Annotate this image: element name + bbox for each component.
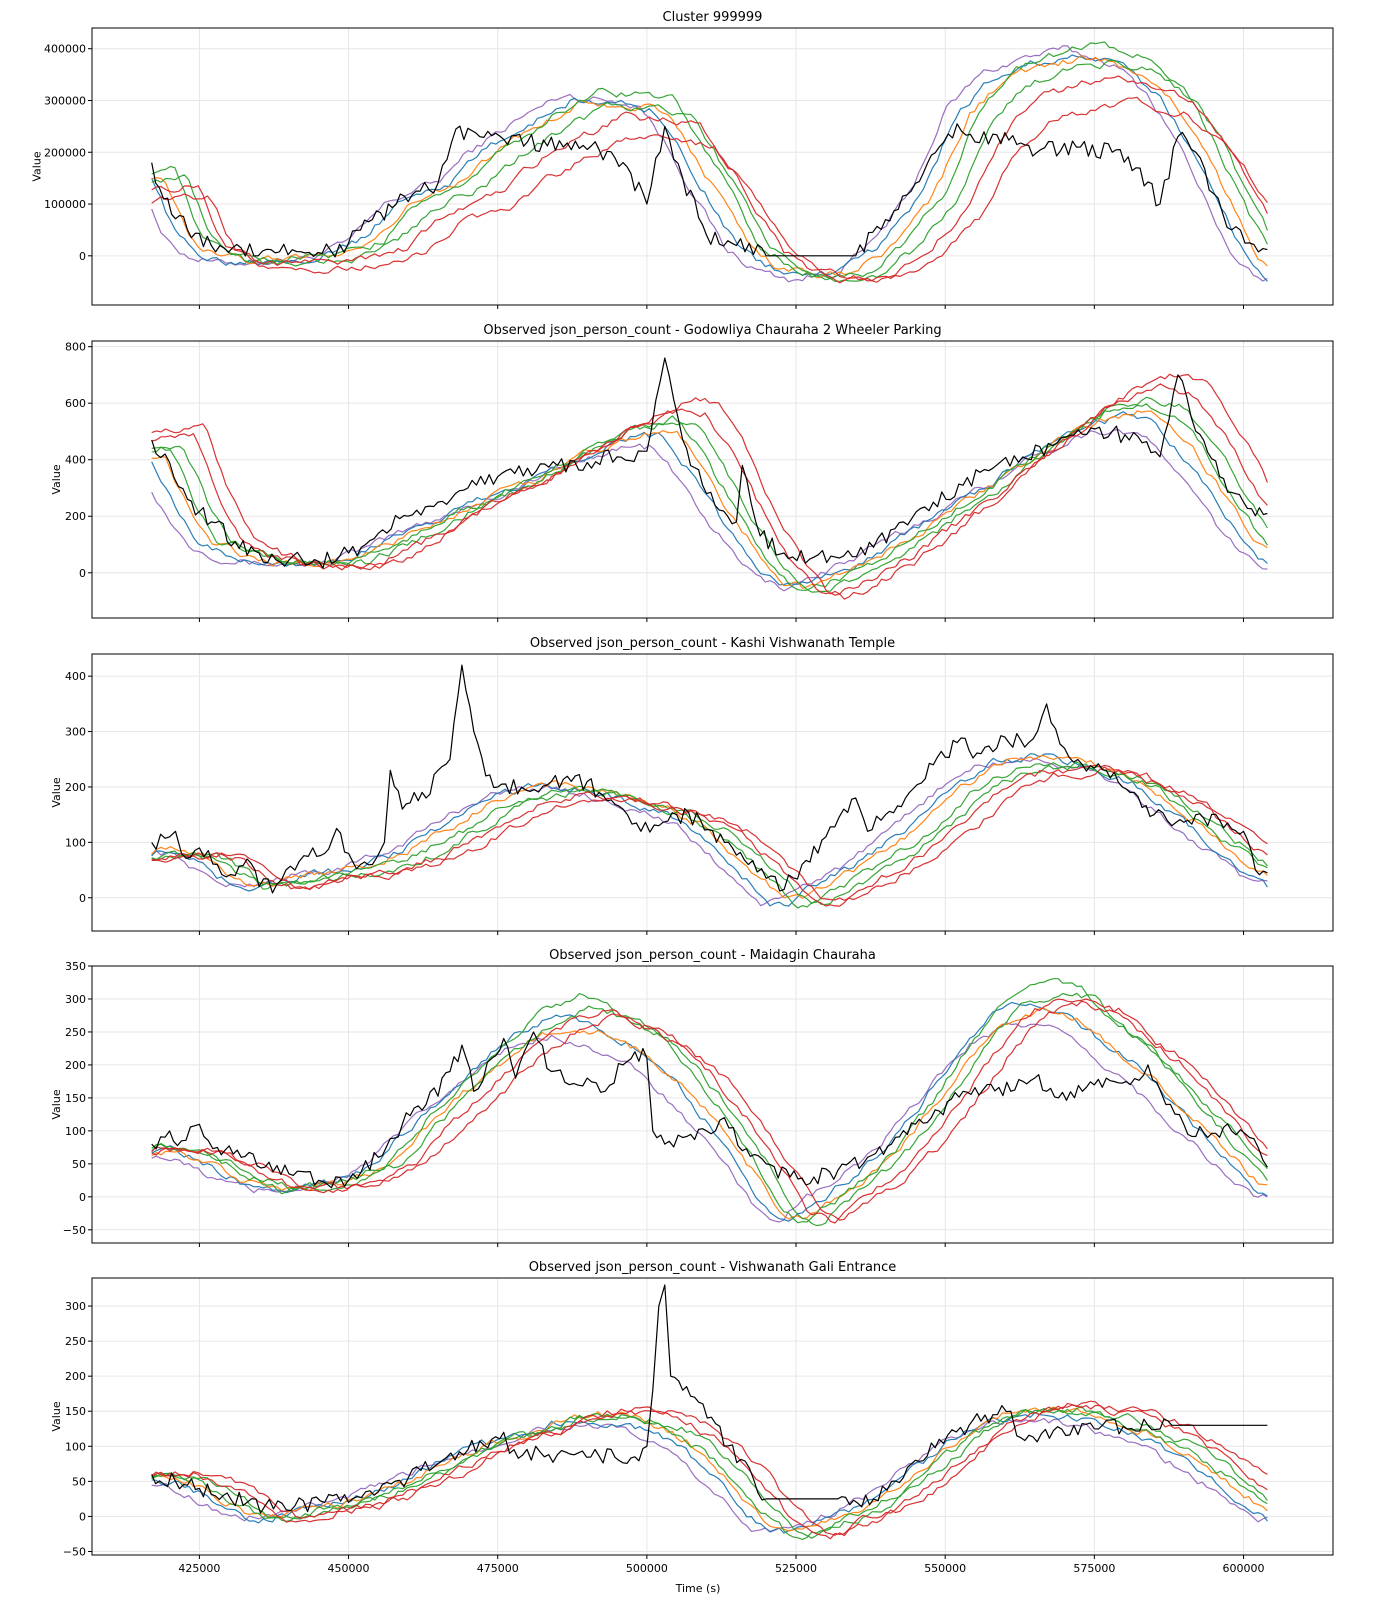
x-tick-label: 425000 bbox=[178, 1562, 220, 1575]
x-tick-label: 550000 bbox=[924, 1562, 966, 1575]
x-tick-label: 575000 bbox=[1073, 1562, 1115, 1575]
forecast-series-line bbox=[151, 761, 1268, 906]
y-tick-label: 300 bbox=[65, 993, 86, 1006]
y-tick-label: 200 bbox=[65, 781, 86, 794]
y-tick-label: 0 bbox=[79, 1191, 86, 1204]
forecast-series-line bbox=[151, 75, 1268, 283]
y-tick-label: 400 bbox=[65, 454, 86, 467]
y-tick-label: 100000 bbox=[44, 198, 86, 211]
y-tick-label: 400000 bbox=[44, 43, 86, 56]
y-tick-label: 600 bbox=[65, 397, 86, 410]
forecast-series-line bbox=[151, 403, 1268, 591]
panel-title: Observed json_person_count - Kashi Vishw… bbox=[530, 636, 895, 651]
forecast-series-line bbox=[151, 1022, 1268, 1223]
y-tick-label: 150 bbox=[65, 1092, 86, 1105]
forecast-series-line bbox=[151, 757, 1268, 907]
x-axis-label: Time (s) bbox=[675, 1582, 721, 1595]
y-tick-label: 0 bbox=[79, 567, 86, 580]
y-tick-label: 0 bbox=[79, 892, 86, 905]
forecast-series-line bbox=[151, 54, 1268, 282]
y-tick-label: 300 bbox=[65, 1300, 86, 1313]
axes-frame bbox=[91, 1277, 1334, 1556]
forecast-series-line bbox=[151, 1400, 1268, 1537]
y-tick-label: 250 bbox=[65, 1026, 86, 1039]
panel-title: Observed json_person_count - Godowliya C… bbox=[483, 323, 941, 338]
y-tick-label: 0 bbox=[79, 1510, 86, 1523]
y-tick-label: 100 bbox=[65, 1440, 86, 1453]
observed-series-line bbox=[151, 1284, 1268, 1514]
y-axis-label: Value bbox=[50, 1089, 63, 1119]
y-tick-label: 100 bbox=[65, 1125, 86, 1138]
y-axis-label: Value bbox=[50, 464, 63, 494]
forecast-series-line bbox=[151, 54, 1268, 279]
y-tick-label: 200 bbox=[65, 1059, 86, 1072]
forecast-series-line bbox=[151, 1405, 1268, 1539]
forecast-series-line bbox=[151, 762, 1268, 909]
forecast-series-line bbox=[151, 1408, 1268, 1540]
axes-frame bbox=[91, 27, 1334, 306]
observed-series-line bbox=[151, 1031, 1268, 1189]
y-tick-label: 100 bbox=[65, 836, 86, 849]
y-axis-label: Value bbox=[50, 777, 63, 807]
y-tick-label: 150 bbox=[65, 1405, 86, 1418]
y-tick-label: 200000 bbox=[44, 146, 86, 159]
x-tick-label: 450000 bbox=[328, 1562, 370, 1575]
forecast-series-line bbox=[151, 59, 1268, 282]
y-tick-label: −50 bbox=[63, 1224, 86, 1237]
x-tick-label: 475000 bbox=[477, 1562, 519, 1575]
observed-series-line bbox=[151, 123, 1268, 258]
forecast-series-line bbox=[151, 766, 1268, 901]
forecast-series-line bbox=[151, 429, 1268, 592]
forecast-series-line bbox=[151, 753, 1268, 907]
axes-frame bbox=[91, 340, 1334, 619]
forecast-series-line bbox=[151, 411, 1268, 586]
x-tick-label: 525000 bbox=[775, 1562, 817, 1575]
forecast-series-line bbox=[151, 383, 1268, 596]
forecast-series-line bbox=[151, 992, 1268, 1227]
forecast-series-line bbox=[151, 1412, 1268, 1534]
y-tick-label: 350 bbox=[65, 960, 86, 973]
forecast-series-line bbox=[151, 396, 1268, 593]
y-tick-label: 0 bbox=[79, 250, 86, 263]
y-tick-label: 200 bbox=[65, 1370, 86, 1383]
y-tick-label: 300 bbox=[65, 726, 86, 739]
y-tick-label: 250 bbox=[65, 1335, 86, 1348]
axes-frame bbox=[91, 653, 1334, 932]
y-tick-label: 400 bbox=[65, 670, 86, 683]
y-tick-label: 50 bbox=[72, 1475, 86, 1488]
forecast-series-line bbox=[151, 96, 1268, 284]
y-tick-label: −50 bbox=[63, 1545, 86, 1558]
y-tick-label: 300000 bbox=[44, 94, 86, 107]
forecast-series-line bbox=[151, 41, 1268, 280]
y-tick-label: 200 bbox=[65, 510, 86, 523]
forecast-series-line bbox=[151, 764, 1268, 907]
y-tick-label: 800 bbox=[65, 341, 86, 354]
y-axis-label: Value bbox=[30, 151, 43, 181]
forecast-series-line bbox=[151, 1007, 1268, 1220]
y-tick-label: 50 bbox=[72, 1158, 86, 1171]
forecast-series-line bbox=[151, 755, 1268, 899]
axes-frame bbox=[91, 965, 1334, 1244]
observed-series-line bbox=[151, 357, 1268, 569]
panel-title: Cluster 999999 bbox=[663, 10, 763, 25]
y-axis-label: Value bbox=[50, 1401, 63, 1431]
forecast-series-line bbox=[151, 998, 1268, 1224]
forecast-series-line bbox=[151, 978, 1268, 1224]
panel-title: Observed json_person_count - Vishwanath … bbox=[529, 1260, 897, 1275]
x-tick-label: 600000 bbox=[1223, 1562, 1265, 1575]
x-tick-label: 500000 bbox=[626, 1562, 668, 1575]
forecast-series-line bbox=[151, 1000, 1268, 1221]
panel-title: Observed json_person_count - Maidagin Ch… bbox=[549, 948, 876, 963]
observed-series-line bbox=[151, 664, 1268, 894]
